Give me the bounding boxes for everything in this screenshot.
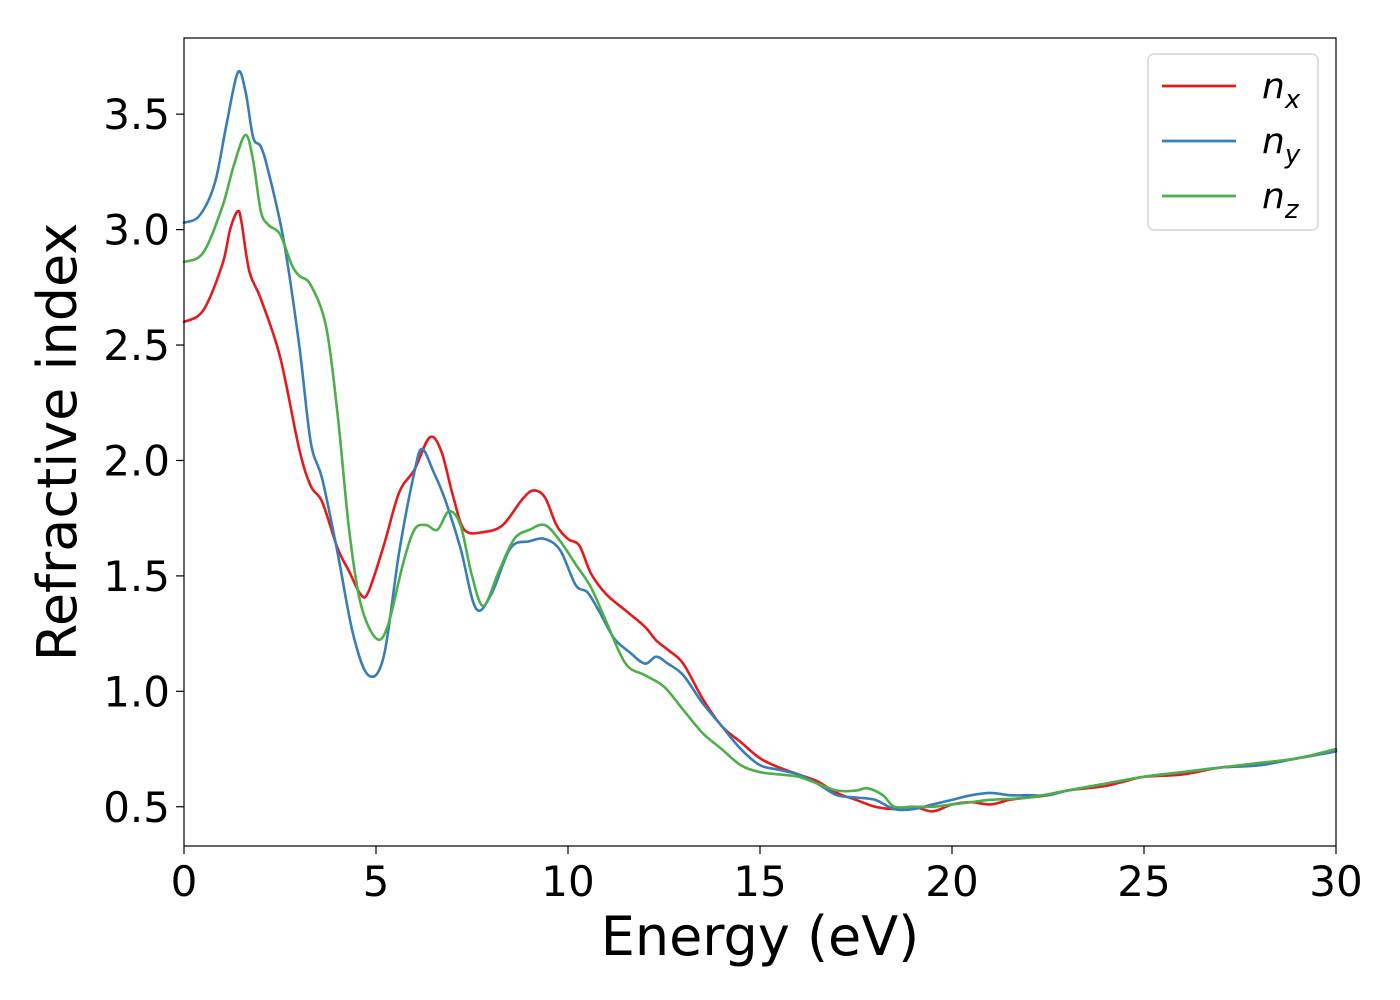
legend-label-y: ny	[1262, 121, 1301, 170]
y-tick-label: 1.0	[103, 667, 170, 716]
x-axis-ticks: 0 5 10 15 20 25 30	[171, 846, 1363, 906]
y-tick-label: 2.5	[103, 321, 170, 370]
series-line-z	[182, 133, 1338, 809]
x-tick-label: 0	[171, 857, 198, 906]
y-tick-label: 3.0	[103, 206, 170, 255]
x-tick-label: 25	[1117, 857, 1170, 906]
y-tick-label: 2.0	[103, 436, 170, 485]
series-line-y	[182, 70, 1338, 812]
y-axis-ticks: 0.5 1.0 1.5 2.0 2.5 3.0 3.5	[103, 90, 184, 832]
y-tick-label: 0.5	[103, 783, 170, 832]
series-line-x	[182, 209, 1338, 813]
x-axis-label: Energy (eV)	[601, 905, 920, 968]
legend-label-z: nz	[1262, 176, 1300, 225]
x-tick-label: 20	[925, 857, 978, 906]
x-tick-label: 15	[733, 857, 786, 906]
y-axis-label: Refractive index	[26, 223, 89, 662]
x-tick-label: 30	[1309, 857, 1362, 906]
series-layer	[182, 70, 1338, 813]
legend: nx ny nz	[1147, 53, 1319, 231]
x-tick-label: 10	[541, 857, 594, 906]
legend-label-x: nx	[1262, 66, 1301, 115]
x-tick-label: 5	[363, 857, 390, 906]
y-tick-label: 1.5	[103, 552, 170, 601]
y-tick-label: 3.5	[103, 90, 170, 139]
